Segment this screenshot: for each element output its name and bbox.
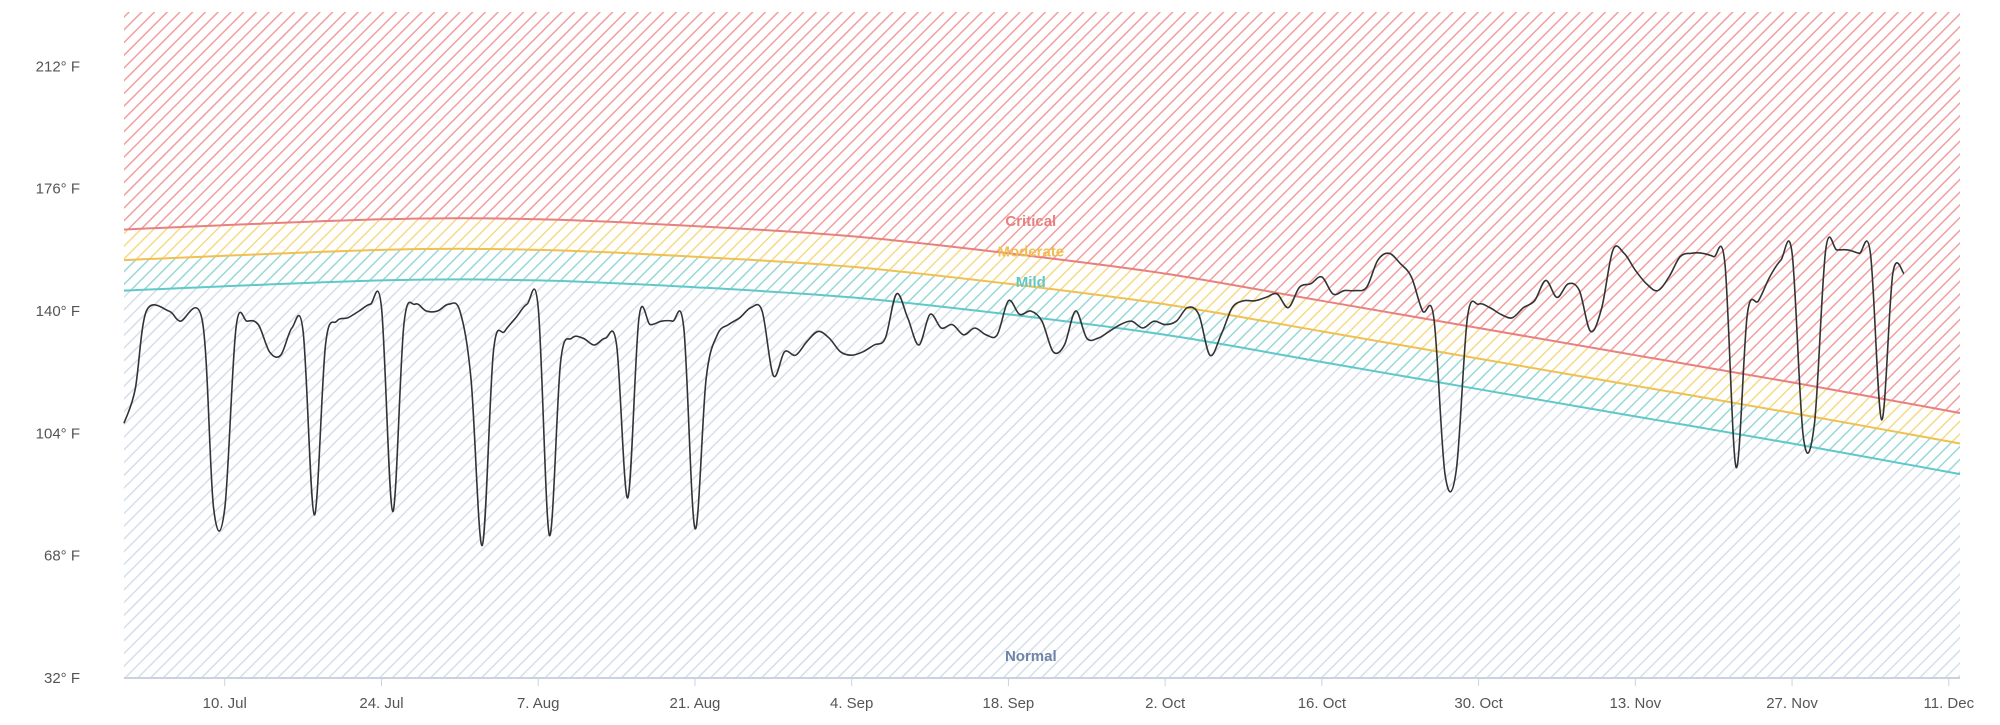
x-tick-label: 30. Oct	[1454, 695, 1503, 712]
series-line-0	[123, 236, 1905, 547]
x-axis: 10. Jul 24. Jul 7. Aug 21. Aug 4. Sep 18. Sep…	[203, 678, 1975, 712]
x-tick-label: 7. Aug	[517, 695, 560, 712]
y-tick-label: 32° F	[44, 670, 80, 687]
x-tick-label: 18. Sep	[983, 695, 1035, 712]
y-tick-label: 104° F	[36, 425, 80, 442]
bands-layer	[124, 12, 1960, 679]
y-tick-label: 140° F	[36, 303, 80, 320]
series-layer	[123, 236, 1905, 547]
boundary-mild	[123, 278, 1961, 476]
x-tick-label: 4. Sep	[830, 695, 873, 712]
y-tick-label: 176° F	[36, 181, 80, 198]
x-tick-label: 10. Jul	[203, 695, 247, 712]
band-label-moderate: Moderate	[997, 244, 1064, 261]
y-tick-label: 212° F	[36, 58, 80, 75]
y-tick-label: 68° F	[44, 548, 80, 565]
band-label-normal: Normal	[1005, 648, 1057, 665]
x-tick-label: 27. Nov	[1766, 695, 1818, 712]
y-axis: 32° F 68° F 104° F 140° F 176° F 212° F	[36, 58, 80, 687]
band-label-critical: Critical	[1005, 213, 1056, 230]
band-labels: Critical Moderate Mild Normal	[997, 213, 1064, 665]
band-boundaries	[123, 217, 1961, 476]
band-label-mild: Mild	[1016, 274, 1046, 291]
boundary-moderate	[123, 247, 1961, 445]
band-normal-area	[124, 279, 1960, 678]
x-tick-label: 16. Oct	[1298, 695, 1347, 712]
x-tick-label: 11. Dec	[1924, 695, 1975, 712]
x-tick-label: 21. Aug	[670, 695, 721, 712]
x-tick-label: 2. Oct	[1145, 695, 1186, 712]
x-tick-label: 13. Nov	[1609, 695, 1661, 712]
x-tick-label: 24. Jul	[359, 695, 403, 712]
boundary-critical	[123, 217, 1961, 414]
